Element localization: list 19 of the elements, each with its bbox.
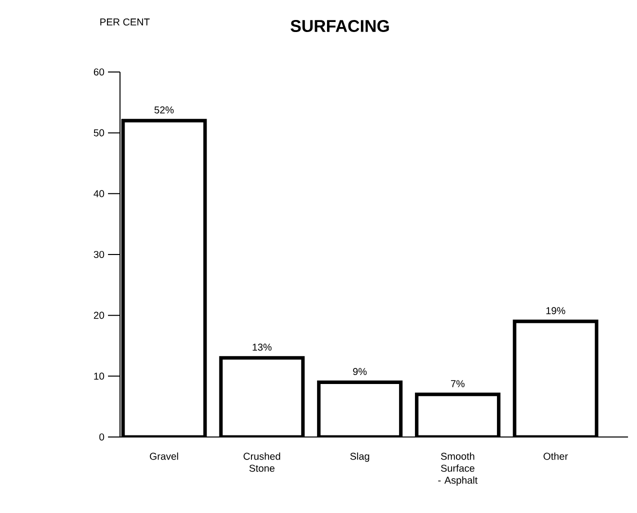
y-tick-label: 20 [94,312,104,319]
y-axis-title: PER CENT [100,18,150,26]
x-tick-label: Slag [350,452,370,462]
x-tick-label: Smooth Surface - Asphalt [438,452,478,486]
data-label: 9% [353,368,367,376]
y-tick-label: 50 [94,129,104,136]
chart-title: SURFACING [290,20,389,32]
x-tick-label: Gravel [150,452,178,460]
y-tick-label: 40 [94,190,104,198]
data-label: 7% [451,380,465,388]
y-tick-label: 10 [94,372,104,380]
y-tick-label: 30 [94,250,104,258]
y-tick-label: 0 [99,433,104,441]
data-label: 52% [154,106,174,114]
data-label: 19% [546,307,566,314]
x-tick-label: Other [544,452,568,460]
x-tick-label: Crushed Stone [244,452,280,472]
y-tick-label: 60 [94,68,104,76]
data-label: 13% [252,344,272,351]
